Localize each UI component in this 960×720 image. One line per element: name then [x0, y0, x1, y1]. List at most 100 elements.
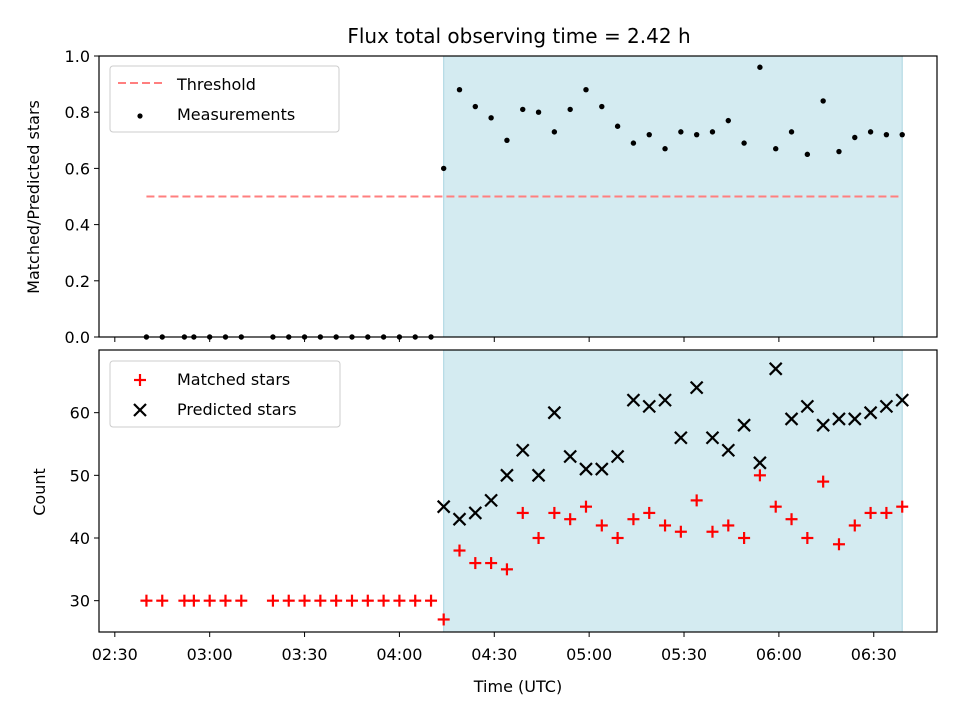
legend-threshold-label: Threshold [176, 75, 256, 94]
measurement-point [551, 129, 558, 135]
predicted-star-point [515, 443, 530, 458]
predicted-star-point [753, 456, 767, 470]
count-points [140, 362, 909, 626]
matched-star-point [722, 519, 735, 532]
top-panel: 0.0 0.2 0.4 0.6 0.8 1.0 Matched/Predicted sta… [24, 47, 938, 347]
matched-star-point [627, 513, 640, 526]
matched-star-point [832, 538, 845, 551]
matched-star-point [659, 519, 672, 532]
matched-star-point [437, 613, 450, 626]
predicted-star-point [563, 449, 577, 464]
matched-star-point [564, 513, 577, 526]
x-tick-label: 03:30 [281, 645, 327, 664]
predicted-star-point [768, 362, 783, 376]
matched-star-point [393, 594, 406, 607]
predicted-star-point [468, 506, 483, 520]
x-tick-label: 06:00 [756, 645, 802, 664]
matched-star-point [282, 594, 295, 607]
predicted-star-point [737, 418, 751, 432]
measurement-point [440, 165, 447, 172]
matched-star-point [377, 594, 390, 607]
measurement-point [678, 129, 684, 135]
measurement-point [757, 64, 763, 70]
measurement-point [614, 123, 621, 129]
top-y-tick-label: 1.0 [65, 47, 90, 66]
matched-star-point [738, 532, 751, 544]
x-axis-label: Time (UTC) [473, 677, 562, 696]
predicted-star-point [547, 405, 562, 420]
legend-matched-swatch [134, 374, 146, 386]
predicted-star-point [595, 462, 609, 476]
bottom-legend: Matched stars Predicted stars [109, 360, 341, 428]
matched-star-point [864, 506, 877, 519]
matched-star-point [314, 594, 327, 607]
x-tick-label: 05:00 [566, 645, 612, 664]
predicted-star-point [784, 412, 799, 426]
top-x-ticks [114, 337, 875, 342]
bottom-y-axis-label: Count [30, 468, 49, 516]
matched-star-point [785, 513, 798, 526]
matched-star-point [643, 506, 656, 519]
matched-star-point [848, 519, 861, 532]
matched-star-point [880, 506, 893, 519]
measurement-point [488, 115, 494, 121]
matched-star-point [579, 500, 592, 513]
top-y-tick-label: 0.8 [65, 103, 90, 122]
legend-measurements-swatch [137, 113, 143, 119]
top-y-tick-label: 0.6 [65, 159, 90, 178]
matched-star-point [548, 506, 561, 519]
measurement-point [535, 109, 542, 115]
matched-star-point [769, 500, 782, 513]
measurement-point [788, 129, 795, 135]
x-tick-label: 04:30 [471, 645, 517, 664]
matched-star-point [595, 519, 608, 532]
predicted-star-point [658, 393, 672, 407]
top-y-axis-label: Matched/Predicted stars [24, 100, 43, 294]
matched-star-point [611, 532, 624, 544]
predicted-star-point [832, 412, 846, 426]
bottom-y-tick-label: 50 [70, 466, 90, 485]
bottom-y-tick-label: 30 [70, 592, 90, 611]
measurement-point [456, 87, 463, 93]
measurement-point [662, 146, 668, 152]
predicted-star-point [436, 499, 451, 514]
matched-star-point [330, 594, 343, 607]
measurement-point [883, 131, 890, 138]
predicted-star-point [484, 493, 498, 508]
measurement-point [599, 103, 605, 110]
predicted-star-point [879, 399, 894, 414]
x-tick-label: 06:30 [851, 645, 897, 664]
top-y-tick-label: 0.4 [65, 216, 90, 235]
legend-predicted-label: Predicted stars [177, 400, 297, 419]
predicted-star-point [863, 405, 878, 420]
top-legend: Threshold Measurements [109, 65, 340, 133]
predicted-star-point [531, 468, 546, 483]
matched-star-point [801, 532, 814, 544]
bottom-y-ticks: 30 40 50 60 [70, 404, 99, 611]
bottom-legend-box [109, 360, 341, 428]
predicted-star-point [610, 449, 625, 464]
predicted-star-point [689, 380, 704, 395]
top-legend-box [109, 65, 340, 133]
matched-star-point [500, 563, 513, 576]
predicted-star-point [705, 430, 720, 445]
matched-star-point [425, 594, 438, 607]
chart-title: Flux total observing time = 2.42 h [347, 24, 690, 48]
predicted-star-point [848, 412, 862, 426]
measurement-point [899, 131, 905, 138]
x-tick-label: 04:00 [376, 645, 422, 664]
x-tick-label: 03:00 [187, 645, 233, 664]
measurement-point [520, 106, 526, 113]
matched-star-point [690, 494, 703, 507]
legend-matched-label: Matched stars [177, 370, 290, 389]
matched-star-point [298, 594, 311, 607]
matched-star-point [345, 594, 358, 607]
measurement-point [504, 137, 510, 143]
measurement-point [820, 98, 826, 104]
matched-star-point [140, 594, 153, 607]
bottom-axes-frame [98, 349, 938, 633]
predicted-star-point [816, 418, 830, 432]
top-y-ticks: 0.0 0.2 0.4 0.6 0.8 1.0 [65, 47, 99, 347]
measurement-point [836, 148, 842, 155]
